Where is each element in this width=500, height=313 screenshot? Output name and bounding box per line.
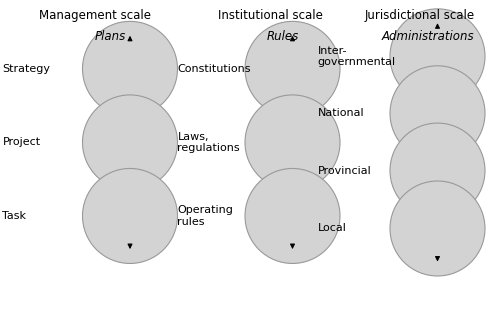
Text: Institutional scale: Institutional scale xyxy=(218,9,322,23)
Ellipse shape xyxy=(82,168,178,264)
Ellipse shape xyxy=(245,168,340,264)
Ellipse shape xyxy=(390,123,485,218)
Text: Project: Project xyxy=(2,137,40,147)
Text: Local: Local xyxy=(318,223,346,233)
Text: Administrations: Administrations xyxy=(381,30,474,43)
Text: Task: Task xyxy=(2,211,26,221)
Text: Plans: Plans xyxy=(94,30,126,43)
Text: Rules: Rules xyxy=(266,30,298,43)
Ellipse shape xyxy=(245,21,340,116)
Ellipse shape xyxy=(390,9,485,104)
Text: National: National xyxy=(318,108,364,118)
Text: Management scale: Management scale xyxy=(39,9,151,23)
Text: Laws,
regulations: Laws, regulations xyxy=(178,131,240,153)
Ellipse shape xyxy=(390,181,485,276)
Text: Operating
rules: Operating rules xyxy=(178,205,234,227)
Ellipse shape xyxy=(82,21,178,116)
Ellipse shape xyxy=(82,95,178,190)
Ellipse shape xyxy=(390,66,485,161)
Text: Jurisdictional scale: Jurisdictional scale xyxy=(365,9,475,23)
Text: Provincial: Provincial xyxy=(318,166,371,176)
Text: Inter-
governmental: Inter- governmental xyxy=(318,45,396,67)
Text: Strategy: Strategy xyxy=(2,64,50,74)
Ellipse shape xyxy=(245,95,340,190)
Text: Constitutions: Constitutions xyxy=(178,64,251,74)
